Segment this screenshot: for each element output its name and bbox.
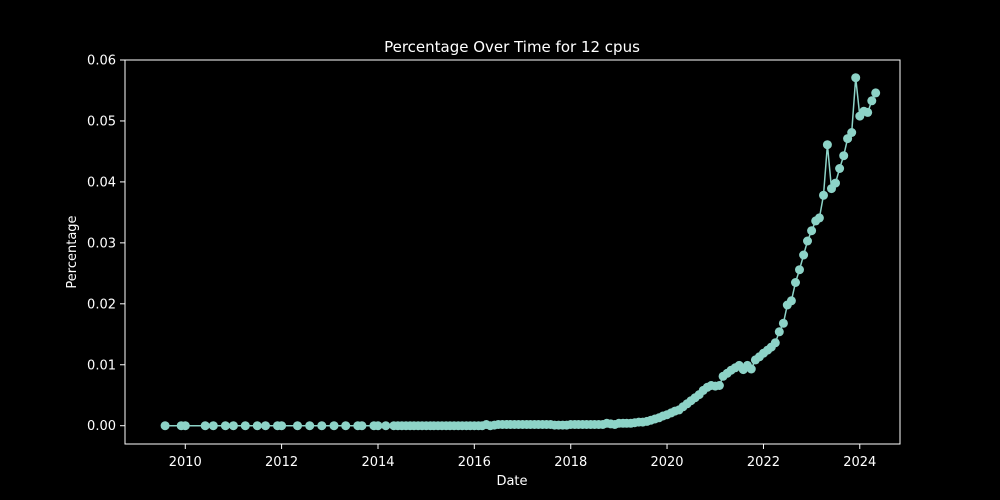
y-axis-title: Percentage [65, 215, 80, 288]
y-tick-label: 0.06 [87, 54, 116, 69]
data-point [867, 96, 877, 106]
data-point [839, 151, 849, 161]
plot-frame [124, 59, 901, 445]
x-tick-label: 2010 [169, 455, 202, 470]
data-point [831, 178, 840, 188]
data-point [807, 226, 817, 236]
data-point [863, 107, 873, 117]
x-tick-label: 2014 [361, 455, 394, 470]
data-point [819, 190, 828, 200]
data-point [791, 278, 800, 287]
x-tick-label: 2024 [843, 455, 876, 470]
data-point [814, 213, 824, 223]
data-point [871, 88, 881, 98]
data-point [774, 327, 784, 337]
data-point [746, 364, 756, 374]
x-axis: 2010 2012 2014 2016 2018 2020 2022 2024 [169, 444, 876, 470]
data-point [381, 421, 391, 431]
data-point [200, 421, 210, 431]
data-point [341, 421, 351, 431]
data-point [261, 421, 270, 431]
plot-area [124, 59, 901, 445]
x-tick-label: 2012 [265, 455, 298, 470]
data-point [208, 421, 218, 431]
data-point [317, 421, 327, 431]
data-point [799, 250, 809, 260]
data-point [803, 236, 812, 246]
y-tick-label: 0.05 [87, 114, 116, 129]
data-point [778, 318, 788, 328]
data-point [220, 421, 230, 431]
x-tick-label: 2020 [650, 455, 683, 470]
data-point [293, 421, 302, 431]
y-tick-label: 0.01 [87, 358, 116, 373]
data-point [180, 421, 190, 431]
data-point [770, 338, 780, 348]
x-tick-label: 2016 [458, 455, 491, 470]
x-axis-title: Date [496, 474, 527, 489]
x-tick-label: 2018 [554, 455, 587, 470]
data-point [373, 421, 383, 431]
series-markers [160, 73, 881, 431]
data-point [847, 128, 857, 137]
data-point [835, 164, 845, 173]
data-point [329, 421, 339, 431]
y-tick-label: 0.00 [87, 419, 116, 434]
y-tick-label: 0.03 [87, 236, 116, 251]
data-point [786, 296, 796, 306]
data-point [851, 73, 861, 83]
data-point [277, 421, 287, 431]
data-point [240, 421, 250, 431]
chart-title: Percentage Over Time for 12 cpus [384, 38, 640, 56]
data-point [160, 421, 170, 431]
x-tick-label: 2022 [747, 455, 780, 470]
y-tick-label: 0.04 [87, 175, 116, 190]
series-line [165, 77, 877, 427]
data-point [357, 421, 367, 431]
data-point [305, 421, 315, 431]
data-point [228, 421, 238, 431]
y-axis: 0.00 0.01 0.02 0.03 0.04 0.05 0.06 [87, 54, 125, 434]
y-tick-label: 0.02 [87, 297, 116, 312]
data-point [822, 140, 832, 150]
data-point [714, 381, 724, 390]
data-point [795, 265, 804, 275]
data-point [252, 421, 262, 431]
